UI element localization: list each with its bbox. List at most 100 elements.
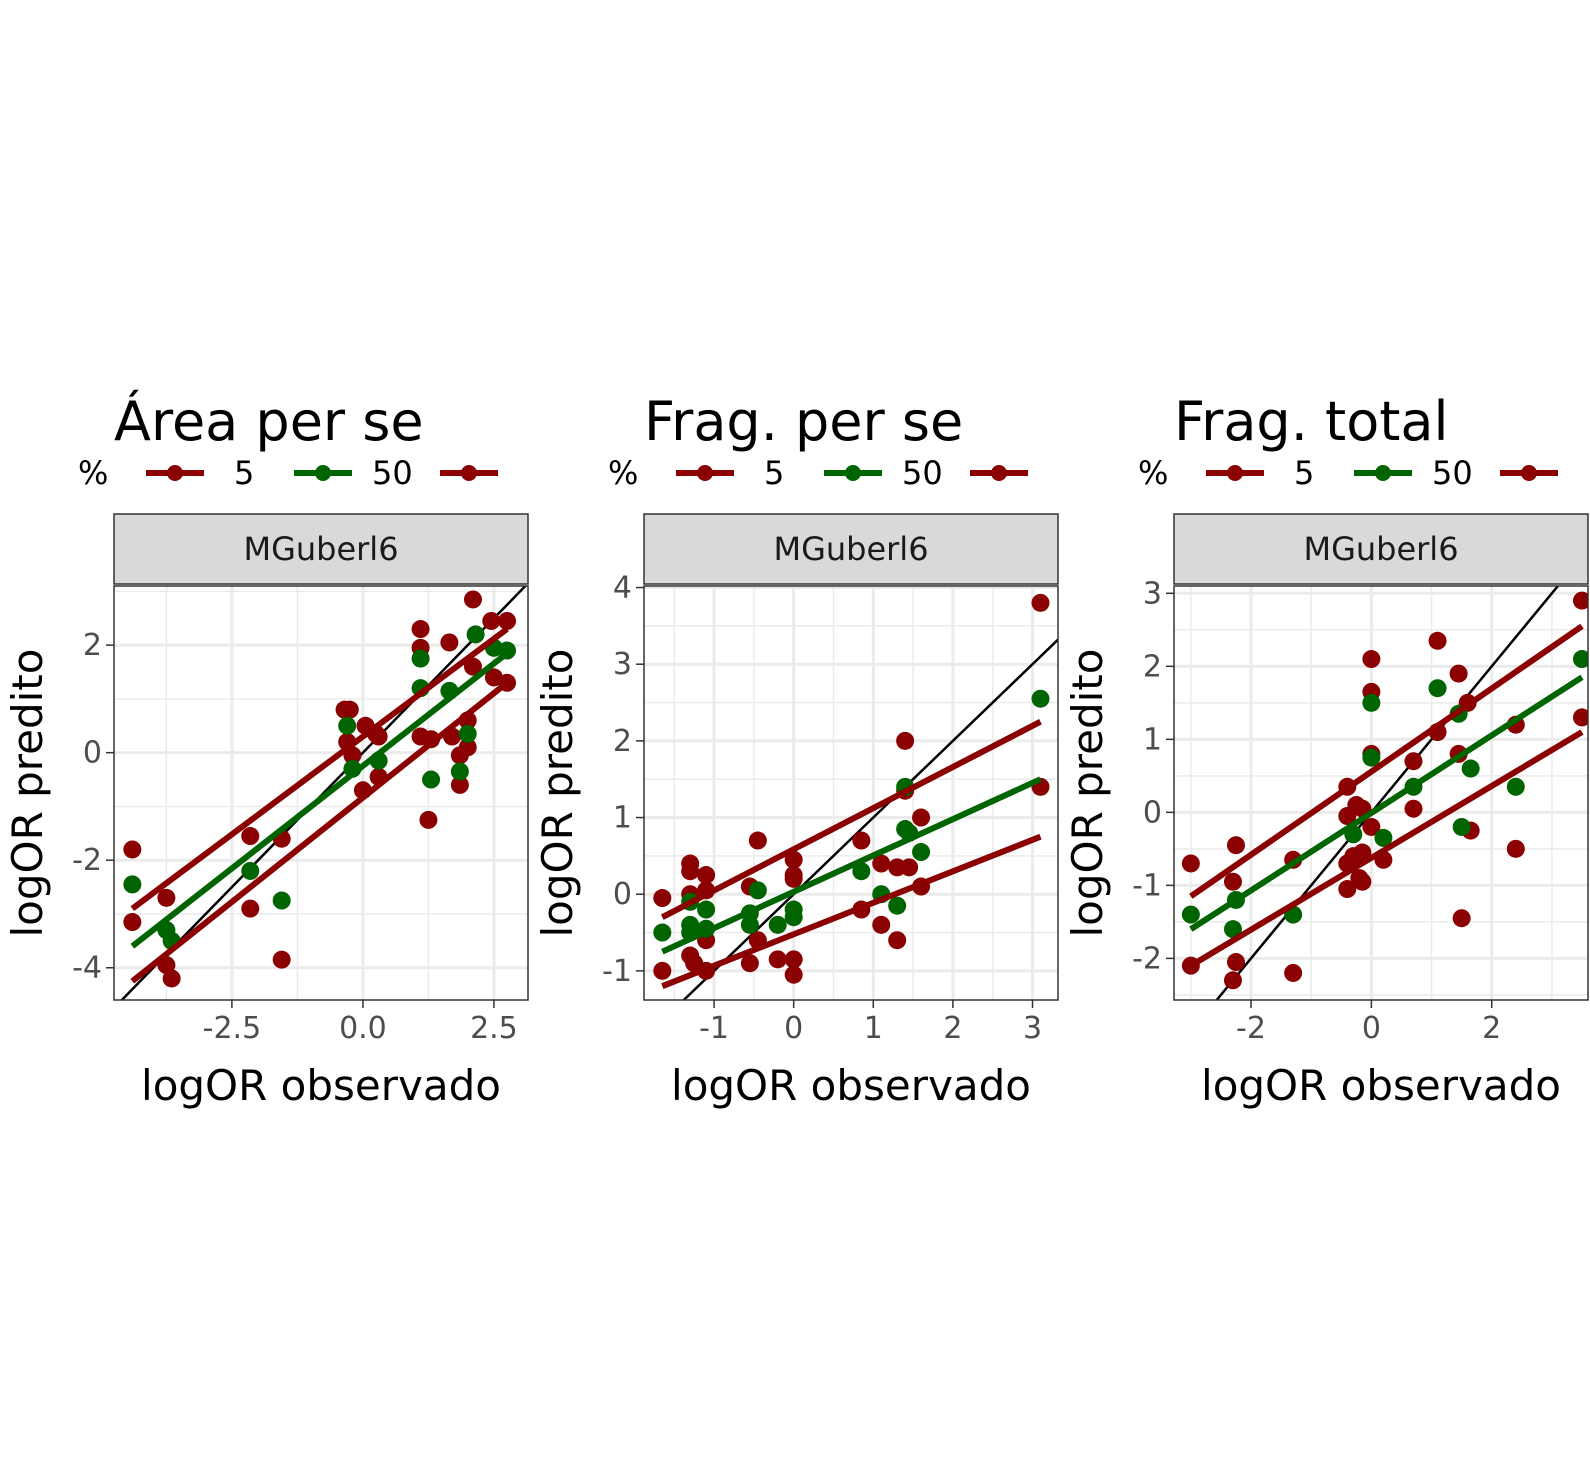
- y-tick-label: 2: [613, 724, 632, 759]
- data-point-series-1: [888, 931, 907, 950]
- panel-title: Área per se: [114, 390, 424, 453]
- data-point-series-1: [784, 869, 803, 888]
- x-tick-label: 2: [943, 1011, 962, 1046]
- y-tick-label: 3: [613, 647, 632, 682]
- data-point-series-2: [748, 881, 767, 900]
- data-point-series-1: [123, 840, 142, 859]
- data-point-series-2: [1452, 817, 1471, 836]
- y-tick-label: 3: [1143, 576, 1162, 611]
- panel-2: Frag. per se% 5 50 MGuberl6 -1 0 1 2 3 -1 0 1 2 3 4 log…: [533, 390, 1059, 1110]
- y-tick-label: -2: [1132, 941, 1162, 976]
- x-tick-label: 0: [1362, 1011, 1381, 1046]
- data-point-series-2: [912, 843, 931, 862]
- legend-key-point-1: [167, 465, 183, 481]
- facet-strip-label: MGuberl6: [773, 530, 928, 568]
- fit-line-series-3: [1189, 729, 1584, 969]
- panel-3: Frag. total% 5 50 MGuberl6 -2 0 2 -2 -1 0 1 2 3 logOR…: [1063, 390, 1589, 1110]
- identity-line: [682, 637, 1058, 1000]
- data-point-series-2: [852, 862, 871, 881]
- data-point-series-1: [369, 727, 388, 746]
- x-tick-label: 1: [864, 1011, 883, 1046]
- identity-line: [1215, 586, 1560, 1000]
- facet-strip: [113, 513, 529, 585]
- y-tick-label: 0: [1143, 795, 1162, 830]
- data-point-series-1: [748, 831, 767, 850]
- data-point-series-2: [411, 649, 430, 668]
- data-point-series-1: [1353, 843, 1372, 862]
- y-tick-label: -1: [602, 954, 632, 989]
- y-tick-label: 2: [83, 628, 102, 663]
- data-point-series-2: [697, 900, 716, 919]
- data-point-series-2: [241, 861, 260, 880]
- x-tick-label: 0: [784, 1011, 803, 1046]
- legend-key-point-3: [461, 465, 477, 481]
- fit-line-series-2: [661, 776, 1042, 955]
- panel-title: Frag. total: [1174, 390, 1449, 453]
- data-point-series-1: [1226, 836, 1245, 855]
- fit-line-series-2: [130, 650, 509, 949]
- y-axis-title: logOR predito: [533, 649, 582, 938]
- data-point-series-1: [272, 950, 291, 969]
- data-point-series-1: [912, 808, 931, 827]
- data-point-series-1: [896, 731, 915, 750]
- data-point-series-1: [872, 854, 891, 873]
- data-point-series-1: [1572, 708, 1588, 727]
- data-point-series-1: [1353, 872, 1372, 891]
- data-point-series-1: [1362, 650, 1381, 669]
- data-point-series-2: [450, 762, 469, 781]
- y-tick-label: 0: [83, 736, 102, 771]
- data-point-series-2: [272, 891, 291, 910]
- data-point-series-1: [419, 810, 438, 829]
- data-point-series-1: [123, 913, 142, 932]
- plot-marks: [653, 593, 1058, 1000]
- data-point-series-2: [1223, 920, 1242, 939]
- data-point-series-2: [1374, 828, 1393, 847]
- x-tick-label: 2: [1482, 1011, 1501, 1046]
- legend-title: %: [78, 454, 108, 492]
- data-point-series-1: [440, 633, 459, 652]
- plot-marks: [1181, 586, 1588, 1000]
- x-axis-title: logOR observado: [141, 1061, 501, 1110]
- panel-border: [643, 585, 1059, 1001]
- panel-border: [1173, 585, 1589, 1001]
- legend-label-2: 50: [372, 454, 413, 492]
- facet-strip: [643, 513, 1059, 585]
- data-point-series-1: [900, 858, 919, 877]
- data-point-series-2: [458, 724, 477, 743]
- x-tick-label: 3: [1023, 1011, 1042, 1046]
- data-point-series-1: [450, 775, 469, 794]
- fit-line-series-3: [130, 680, 509, 984]
- data-point-series-1: [872, 915, 891, 934]
- data-point-series-1: [1452, 909, 1471, 928]
- fit-line-series-1: [130, 626, 509, 912]
- data-point-series-1: [340, 700, 359, 719]
- data-point-series-2: [1362, 748, 1381, 767]
- data-point-series-1: [463, 657, 482, 676]
- data-point-series-1: [498, 611, 517, 630]
- x-axis-title: logOR observado: [671, 1061, 1031, 1110]
- legend: % 5 50: [1138, 454, 1558, 492]
- data-point-series-2: [653, 923, 672, 942]
- x-axis-title: logOR observado: [1201, 1061, 1561, 1110]
- data-point-series-1: [852, 831, 871, 850]
- data-point-series-1: [241, 827, 260, 846]
- fit-line-series-1: [660, 719, 1042, 920]
- fit-line-series-3: [661, 833, 1042, 989]
- data-point-series-2: [1506, 777, 1525, 796]
- data-point-series-2: [1031, 689, 1050, 708]
- x-tick-label: 0.0: [339, 1011, 387, 1046]
- y-tick-label: -4: [72, 951, 102, 986]
- data-point-series-1: [1404, 752, 1423, 771]
- data-point-series-1: [1506, 839, 1525, 858]
- data-point-series-2: [888, 896, 907, 915]
- x-tick-label: -2.5: [203, 1011, 262, 1046]
- y-tick-label: 1: [1143, 722, 1162, 757]
- data-point-series-1: [1362, 817, 1381, 836]
- facet-strip: [1173, 513, 1589, 585]
- plot-marks: [120, 586, 528, 1000]
- legend-key-point-2: [845, 465, 861, 481]
- legend-label-2: 50: [1432, 454, 1473, 492]
- legend-key-point-2: [315, 465, 331, 481]
- data-point-series-1: [784, 850, 803, 869]
